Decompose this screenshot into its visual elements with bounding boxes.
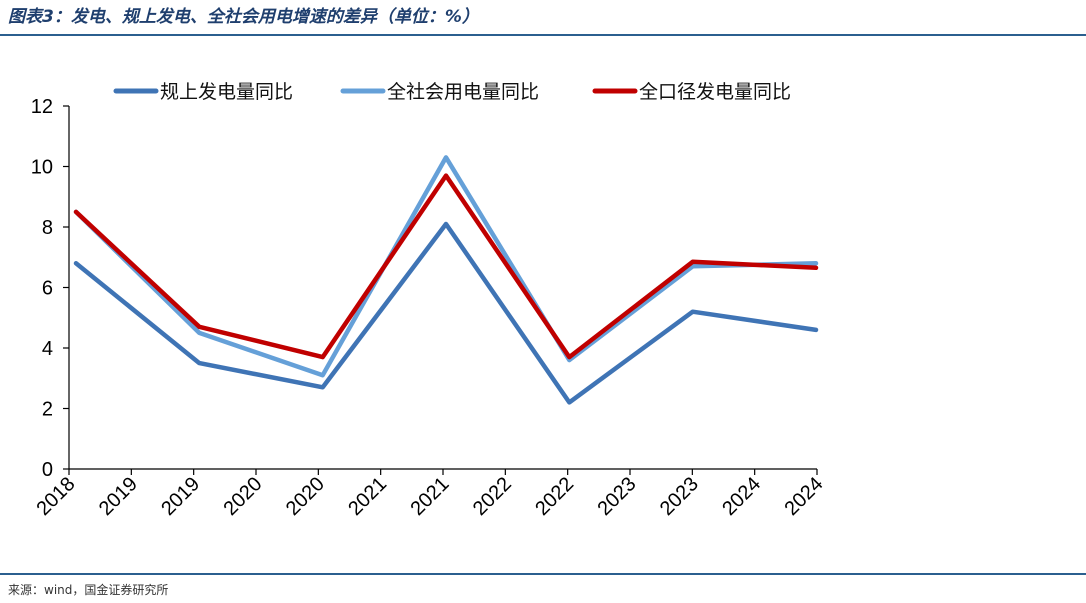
y-tick-label: 10 — [31, 157, 53, 179]
chart-title: 图表3：发电、规上发电、全社会用电增速的差异（单位：%） — [8, 7, 479, 27]
bottom-rule — [0, 573, 1086, 575]
x-tick-label: 2022 — [531, 473, 578, 520]
y-tick-label: 8 — [42, 217, 53, 239]
series-lines — [73, 155, 819, 405]
x-tick-label: 2019 — [157, 473, 204, 520]
x-tick-label: 2024 — [718, 473, 765, 520]
legend-label-3: 全口径发电量同比 — [639, 81, 791, 103]
axes: 0 2 4 6 8 10 12 2018 2019 2019 2020 2020 2021 2021 202… — [31, 96, 828, 520]
y-tick-label: 4 — [42, 338, 53, 360]
x-tick-label: 2020 — [282, 473, 329, 520]
y-tick-label: 2 — [42, 399, 53, 421]
legend-label-2: 全社会用电量同比 — [387, 81, 539, 103]
x-tick-label: 2023 — [594, 473, 641, 520]
x-tick-label: 2023 — [656, 473, 703, 520]
x-tick-label: 2019 — [95, 473, 142, 520]
legend-label-1: 规上发电量同比 — [160, 81, 293, 103]
x-tick-label: 2024 — [781, 473, 828, 520]
top-rule — [0, 34, 1086, 36]
x-tick-label: 2022 — [469, 473, 516, 520]
y-tick-label: 0 — [42, 459, 53, 481]
x-tick-label: 2021 — [407, 473, 454, 520]
series-line-2 — [73, 155, 819, 378]
x-tick-label: 2018 — [33, 473, 80, 520]
y-tick-label: 6 — [42, 278, 53, 300]
series-line-3 — [73, 173, 819, 360]
line-chart: 规上发电量同比 全社会用电量同比 全口径发电量同比 0 2 4 6 8 10 12 2018 201… — [31, 81, 828, 520]
legend: 规上发电量同比 全社会用电量同比 全口径发电量同比 — [113, 81, 791, 103]
source-note: 来源：wind，国金证券研究所 — [8, 583, 169, 597]
x-tick-label: 2021 — [344, 473, 391, 520]
x-tick-label: 2020 — [220, 473, 267, 520]
series-line-1 — [73, 221, 819, 405]
y-tick-label: 12 — [31, 96, 53, 118]
